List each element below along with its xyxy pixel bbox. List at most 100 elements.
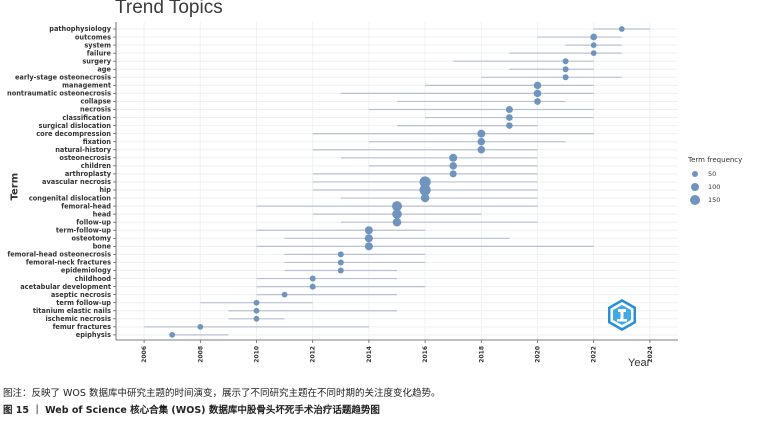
term-label: fixation <box>83 138 112 146</box>
term-point <box>477 137 486 146</box>
term-point <box>505 106 513 113</box>
legend-entry: 50 <box>688 167 760 180</box>
term-point <box>506 114 513 121</box>
term-point <box>534 98 541 105</box>
term-label: age <box>97 65 111 73</box>
term-point <box>420 193 430 203</box>
x-tick-label: 2012 <box>310 346 317 363</box>
x-tick-label: 2022 <box>591 346 598 363</box>
legend-dot-medium <box>691 182 699 191</box>
term-point <box>309 283 316 290</box>
term-label: avascular necrosis <box>42 178 111 186</box>
x-tick-label: 2020 <box>535 346 542 363</box>
x-tick-label: 2008 <box>197 346 204 363</box>
term-label: arthroplasty <box>65 170 112 178</box>
term-label: pathophysiology <box>49 25 111 33</box>
term-point <box>562 74 569 81</box>
term-label: ischemic necrosis <box>45 315 111 323</box>
term-point <box>281 291 288 298</box>
term-point <box>506 122 513 129</box>
term-point <box>364 234 373 243</box>
term-label: epidemiology <box>61 267 112 275</box>
term-label: aseptic necrosis <box>51 291 111 299</box>
term-label: failure <box>87 49 112 57</box>
term-label: bone <box>93 243 112 251</box>
term-label: femoral-head <box>61 202 111 210</box>
legend-label: 150 <box>708 195 721 204</box>
term-label: natural-history <box>55 146 112 154</box>
term-point <box>533 89 542 98</box>
term-point <box>364 226 373 235</box>
term-point <box>419 176 431 188</box>
legend-label: 50 <box>708 169 717 178</box>
x-tick-label: 2006 <box>141 346 148 363</box>
term-label: outcomes <box>75 33 111 41</box>
term-point <box>590 50 597 57</box>
term-label: nontraumatic osteonecrosis <box>7 90 111 98</box>
legend: Term frequency 50 100 150 <box>688 156 760 206</box>
term-label: necrosis <box>80 106 111 114</box>
term-point <box>449 162 457 170</box>
term-label: surgery <box>82 57 111 65</box>
term-point <box>253 315 260 322</box>
x-tick-label: 2018 <box>478 346 485 363</box>
term-point <box>392 201 402 212</box>
term-label: femoral-neck fractures <box>26 259 111 267</box>
term-point <box>618 26 625 32</box>
term-label: acetabular development <box>20 283 111 291</box>
term-point <box>449 170 457 178</box>
term-label: term follow-up <box>56 299 111 307</box>
term-label: femur fractures <box>53 323 112 331</box>
term-label: children <box>81 162 112 170</box>
term-point <box>533 81 542 90</box>
term-point <box>562 58 569 65</box>
term-label: core decompression <box>36 130 111 138</box>
term-label: system <box>84 41 111 49</box>
y-axis-label: Term <box>9 172 21 201</box>
term-point <box>309 275 316 282</box>
term-label: follow-up <box>76 218 111 226</box>
legend-entry: 150 <box>688 193 760 206</box>
term-label: childhood <box>75 275 112 283</box>
publisher-logo-icon <box>606 298 638 337</box>
term-point <box>337 251 344 258</box>
term-label: titanium elastic nails <box>33 307 111 315</box>
term-point <box>477 129 486 138</box>
legend-title: Term frequency <box>688 156 743 164</box>
term-point <box>337 267 344 274</box>
term-label: epiphysis <box>76 331 111 339</box>
term-point <box>253 299 260 306</box>
term-point <box>562 66 569 73</box>
legend-entry: 100 <box>688 180 760 193</box>
term-label: early-stage osteonecrosis <box>15 74 111 82</box>
x-tick-label: 2024 <box>647 346 654 363</box>
term-label: management <box>62 82 111 90</box>
term-label: surgical dislocation <box>39 122 112 130</box>
term-label: hip <box>99 186 111 194</box>
term-label: femoral-head osteonecrosis <box>7 251 111 259</box>
term-label: classification <box>62 114 111 122</box>
legend-dot-small <box>692 170 698 177</box>
term-label: congenital dislocation <box>29 194 111 202</box>
term-point <box>477 146 486 154</box>
term-point <box>253 307 260 314</box>
figure-title: 图 15 ｜ Web of Science 核心合集 (WOS) 数据库中股骨头… <box>3 405 380 416</box>
x-tick-label: 2016 <box>422 346 429 363</box>
term-point <box>419 184 431 196</box>
term-label: term-follow-up <box>56 226 111 234</box>
x-axis-label: Year <box>628 357 651 369</box>
term-point <box>337 259 344 266</box>
term-point <box>169 332 176 338</box>
term-point <box>364 242 373 251</box>
term-label: osteonecrosis <box>59 154 111 162</box>
legend-label: 100 <box>708 182 721 191</box>
term-point <box>392 209 402 219</box>
term-label: collapse <box>80 98 111 106</box>
term-point <box>590 42 597 48</box>
term-point <box>590 33 598 41</box>
figure-note: 图注：反映了 WOS 数据库中研究主题的时间演变，展示了不同研究主题在不同时期的… <box>3 388 441 399</box>
term-point <box>449 153 458 162</box>
legend-dot-large <box>690 194 700 205</box>
term-label: osteotomy <box>72 235 112 243</box>
